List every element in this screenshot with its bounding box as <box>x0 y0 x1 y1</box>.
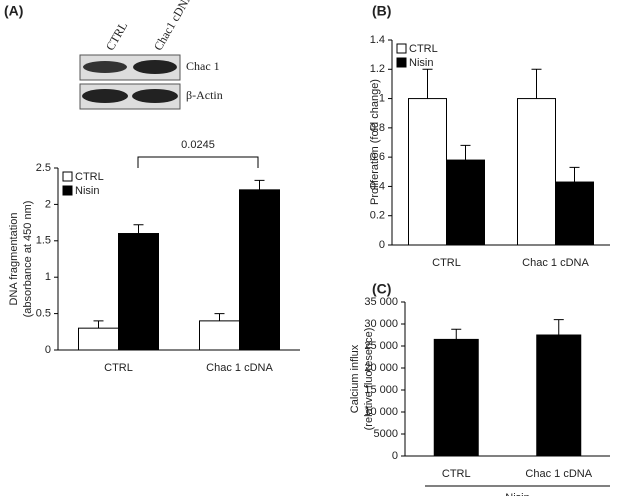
y-tick-label: 35 000 <box>364 296 398 308</box>
y-tick-label: 1.5 <box>36 235 51 247</box>
y-tick-label: 0.6 <box>370 151 385 163</box>
x-tick-label: Chac 1 cDNA <box>206 362 273 374</box>
blot-row: β-Actin <box>186 88 223 102</box>
y-tick-label: 30 000 <box>364 318 398 330</box>
x-tick-label: CTRL <box>442 468 471 480</box>
y-tick-label: 1 <box>379 92 385 104</box>
y-axis-label: (relative fluoresence) <box>363 328 375 431</box>
y-tick-label: 5000 <box>374 428 398 440</box>
error-bar <box>214 313 225 321</box>
error-bar <box>254 179 265 190</box>
legend-swatch <box>62 185 73 196</box>
error-bar <box>422 68 433 99</box>
y-tick-label: 0 <box>45 344 51 356</box>
y-tick-label: 0 <box>379 239 385 251</box>
error-bar <box>93 320 104 329</box>
blot-band <box>82 89 128 103</box>
y-axis-label: (absorbance at 450 nm) <box>22 201 34 318</box>
bar <box>408 98 447 246</box>
blot-band <box>132 89 178 103</box>
y-tick-label: 2.5 <box>36 162 51 174</box>
y-tick-label: 0.2 <box>370 210 385 222</box>
blot-band <box>83 61 127 73</box>
error-bar <box>133 224 144 234</box>
y-tick-label: 15 000 <box>364 384 398 396</box>
bar <box>446 159 485 246</box>
panel-label: (B) <box>372 3 391 19</box>
error-bar <box>451 328 462 340</box>
y-tick-label: 0.8 <box>370 122 385 134</box>
x-tick-label: Chac 1 cDNA <box>525 468 592 480</box>
y-tick-label: 20 000 <box>364 362 398 374</box>
blot: CTRL Chac1 cDNA Chac 1 β-Actin <box>79 0 223 110</box>
annotation: 0.0245 <box>181 139 215 151</box>
y-tick-label: 1 <box>45 271 51 283</box>
legend-label: Nisin <box>409 57 433 69</box>
bar <box>199 320 240 351</box>
blot-row: Chac 1 <box>186 59 220 73</box>
y-axis-label: Proliferation (fold change) <box>369 79 381 205</box>
error-bar <box>531 68 542 99</box>
x-axis-label: Nisin <box>505 492 529 496</box>
blot-lane: Chac1 cDNA <box>151 0 196 53</box>
legend-swatch <box>62 171 73 182</box>
y-tick-label: 0.5 <box>36 308 51 320</box>
y-tick-label: 1.4 <box>370 34 385 46</box>
legend-swatch <box>396 43 407 54</box>
y-axis-label: DNA fragmentation <box>8 213 20 306</box>
blot-band <box>133 60 177 74</box>
x-tick-label: Chac 1 cDNA <box>522 257 589 269</box>
blot-lane: CTRL <box>103 19 130 53</box>
bar <box>118 233 159 351</box>
y-tick-label: 25 000 <box>364 340 398 352</box>
panel-label: (C) <box>372 281 391 297</box>
bar <box>536 334 582 457</box>
legend-swatch <box>396 57 407 68</box>
bar <box>239 189 280 351</box>
error-bar <box>460 144 471 161</box>
legend-label: CTRL <box>409 43 438 55</box>
legend-label: Nisin <box>75 185 99 197</box>
x-tick-label: CTRL <box>104 362 133 374</box>
y-tick-label: 1.2 <box>370 63 385 75</box>
y-tick-label: 0.4 <box>370 180 385 192</box>
error-bar <box>569 166 580 183</box>
significance-bracket <box>137 156 259 168</box>
panel-label: (A) <box>4 3 23 19</box>
bar <box>517 98 556 246</box>
error-bar <box>553 319 564 335</box>
x-tick-label: CTRL <box>432 257 461 269</box>
bar <box>433 338 479 457</box>
bar <box>555 181 594 246</box>
y-tick-label: 0 <box>392 450 398 462</box>
y-tick-label: 2 <box>45 198 51 210</box>
legend-label: CTRL <box>75 171 104 183</box>
bar <box>78 327 119 351</box>
y-tick-label: 10 000 <box>364 406 398 418</box>
y-axis-label: Calcium influx <box>349 344 361 413</box>
